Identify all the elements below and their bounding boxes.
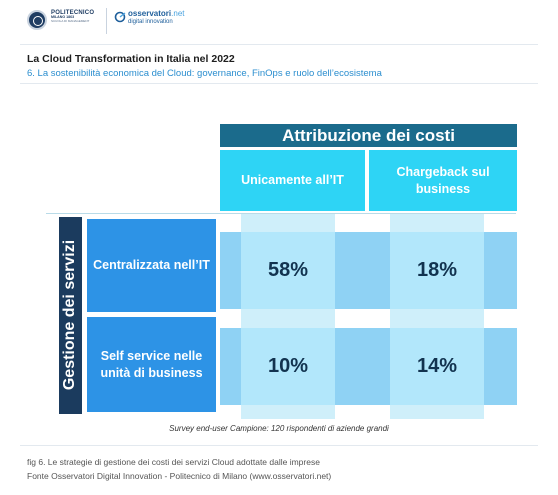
row-header-centralized: Centralizzata nell’IT — [87, 219, 216, 312]
politecnico-school: SCUOLA DI MANAGEMENT — [51, 19, 90, 24]
cell-self-service-it-only: 10% — [241, 328, 335, 405]
row-group-header — [59, 217, 82, 414]
figure-caption: fig 6. Le strategie di gestione dei cost… — [27, 457, 320, 467]
subtitle-divider — [20, 83, 538, 84]
cell-centralized-it-only: 58% — [241, 232, 335, 309]
observatori-brand: osservatori.net — [128, 9, 185, 18]
politecnico-seal-logo — [27, 10, 47, 30]
matrix-divider — [46, 213, 516, 214]
survey-note: Survey end-user Campione: 120 rispondent… — [169, 424, 389, 433]
report-subtitle: 6. La sostenibilità economica del Cloud:… — [27, 68, 382, 79]
column-header-chargeback: Chargeback sul business — [369, 150, 517, 211]
footer-divider — [20, 445, 538, 446]
cell-centralized-chargeback: 18% — [390, 232, 484, 309]
observatori-icon — [114, 11, 126, 23]
header-divider — [20, 44, 538, 45]
column-group-header: Attribuzione dei costi — [220, 124, 517, 147]
politecnico-name: POLITECNICO — [51, 10, 95, 16]
cell-self-service-chargeback: 14% — [390, 328, 484, 405]
politecnico-city: MILANO 1863 — [51, 15, 75, 20]
figure-source: Fonte Osservatori Digital Innovation - P… — [27, 471, 332, 481]
column-header-it-only: Unicamente all’IT — [220, 150, 365, 211]
politecnico-logo: POLITECNICO MILANO 1863 SCUOLA DI MANAGE… — [51, 10, 94, 23]
row-group-label: Gestione dei servizi — [61, 239, 78, 391]
observatori-logo: osservatori.net digital innovation — [128, 9, 185, 26]
row-header-self-service: Self service nelle unità di business — [87, 317, 216, 412]
logo-divider — [106, 8, 107, 34]
observatori-tagline: digital innovation — [128, 19, 173, 25]
report-title: La Cloud Transformation in Italia nel 20… — [27, 53, 235, 65]
